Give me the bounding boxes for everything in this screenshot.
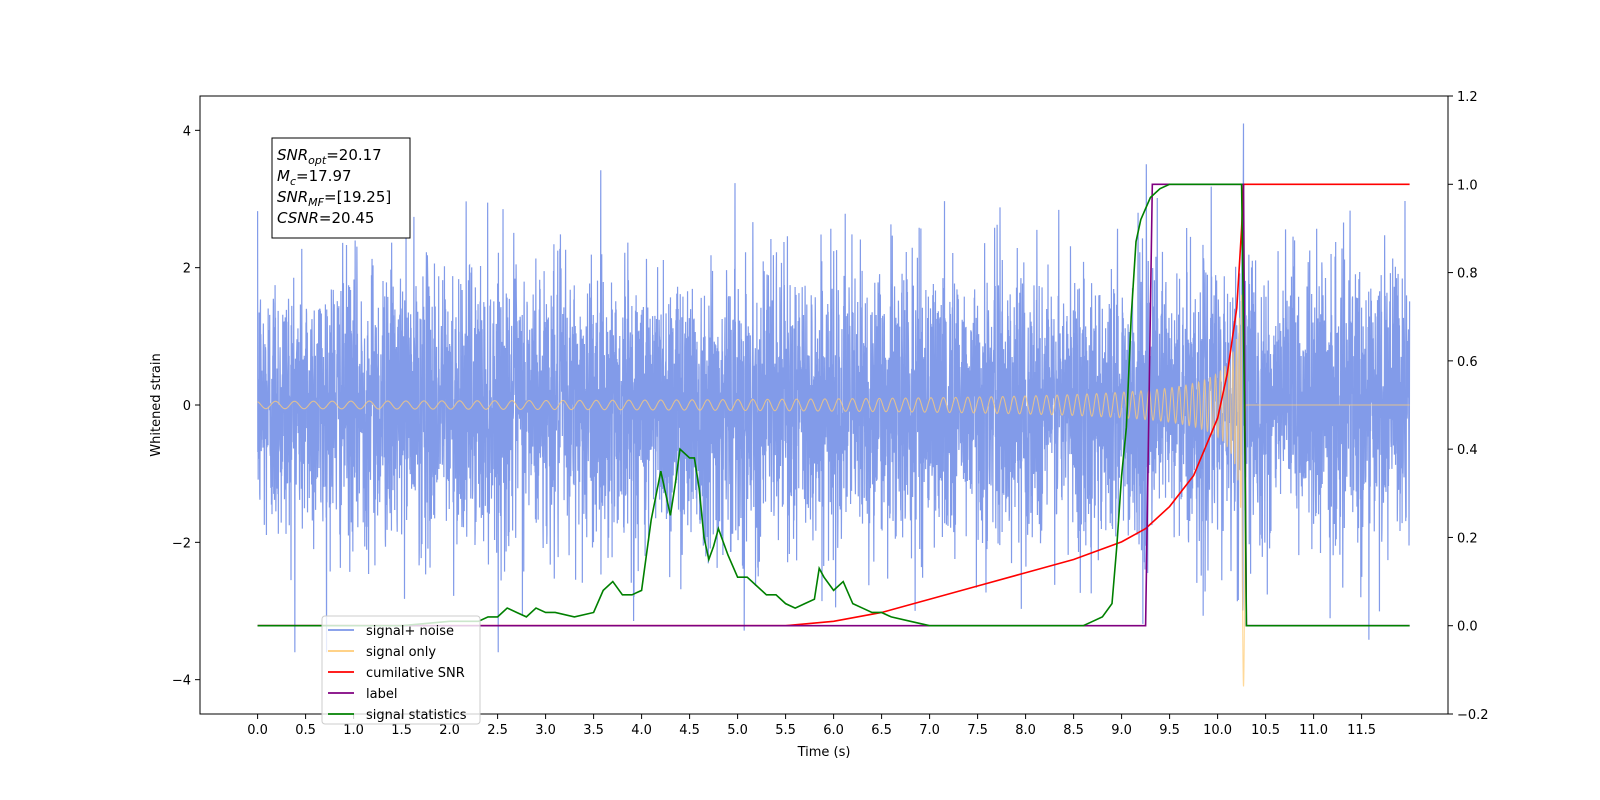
x-tick-label: 10.5 <box>1251 723 1280 738</box>
y2-tick-label: 0.8 <box>1457 267 1478 282</box>
y2-tick-label: 1.2 <box>1457 90 1478 105</box>
legend: signal+ noise signal only cumilative SNR la… <box>321 615 481 725</box>
series-signal-only-line <box>257 294 1410 687</box>
x-tick-label: 11.5 <box>1347 723 1376 738</box>
y-tick-label: −4 <box>172 674 191 689</box>
annotation-box <box>271 137 411 239</box>
legend-entry: signal statistics <box>366 708 467 723</box>
annotation-line: Mc=17.97 <box>277 167 352 188</box>
plot-area <box>257 123 1411 687</box>
x-tick-label: 1.5 <box>391 723 412 738</box>
y-axis-left: −4 −2 0 2 4 <box>172 124 200 689</box>
legend-entry: signal+ noise <box>366 624 454 639</box>
x-tick-label: 3.5 <box>583 723 604 738</box>
y2-tick-label: −0.2 <box>1457 708 1489 723</box>
x-tick-label: 7.0 <box>919 723 940 738</box>
x-tick-label: 2.5 <box>487 723 508 738</box>
x-tick-label: 9.0 <box>1111 723 1132 738</box>
x-tick-label: 0.5 <box>295 723 316 738</box>
y2-tick-label: 0.4 <box>1457 443 1478 458</box>
x-tick-label: 8.0 <box>1015 723 1036 738</box>
y2-tick-label: 1.0 <box>1457 178 1478 193</box>
x-axis-label: Time (s) <box>797 745 851 760</box>
y-axis-label: Whitened strain <box>149 353 164 456</box>
x-tick-label: 5.5 <box>775 723 796 738</box>
y-tick-label: 4 <box>183 124 191 139</box>
x-tick-label: 4.0 <box>631 723 652 738</box>
x-tick-label: 1.0 <box>343 723 364 738</box>
x-tick-label: 6.0 <box>823 723 844 738</box>
series-signal-statistics-line <box>257 183 1410 627</box>
y2-tick-label: 0.2 <box>1457 531 1478 546</box>
metrics-annotation: SNRopt=20.17Mc=17.97SNRMF=[19.25]CSNR=20… <box>271 137 411 239</box>
y-tick-label: −2 <box>172 536 191 551</box>
y-axis-right: −0.2 0.0 0.2 0.4 0.6 0.8 1.0 1.2 <box>1448 90 1489 723</box>
x-tick-label: 6.5 <box>871 723 892 738</box>
x-tick-label: 3.0 <box>535 723 556 738</box>
y2-tick-label: 0.6 <box>1457 355 1478 370</box>
x-tick-label: 10.0 <box>1203 723 1232 738</box>
series-signal-noise-line <box>257 123 1411 653</box>
legend-box <box>321 615 481 725</box>
annotation-line: SNRopt=20.17 <box>277 146 382 167</box>
x-tick-label: 4.5 <box>679 723 700 738</box>
legend-entry: label <box>366 687 397 702</box>
x-tick-label: 2.0 <box>439 723 460 738</box>
x-tick-label: 8.5 <box>1063 723 1084 738</box>
x-tick-label: 9.5 <box>1159 723 1180 738</box>
y-tick-label: 0 <box>183 399 191 414</box>
x-tick-label: 11.0 <box>1299 723 1328 738</box>
legend-entry: signal only <box>366 645 436 660</box>
x-tick-label: 5.0 <box>727 723 748 738</box>
x-axis: 0.0 0.5 1.0 1.5 2.0 2.5 3.0 3.5 4.0 4.5 5.0 5.5 6.0 6… <box>247 714 1376 738</box>
annotation-line: SNRMF=[19.25] <box>277 188 391 209</box>
annotation-line: CSNR=20.45 <box>277 209 374 227</box>
y2-tick-label: 0.0 <box>1457 620 1478 635</box>
legend-entry: cumilative SNR <box>366 666 465 681</box>
y-tick-label: 2 <box>183 262 191 277</box>
x-tick-label: 0.0 <box>247 723 268 738</box>
x-tick-label: 7.5 <box>967 723 988 738</box>
